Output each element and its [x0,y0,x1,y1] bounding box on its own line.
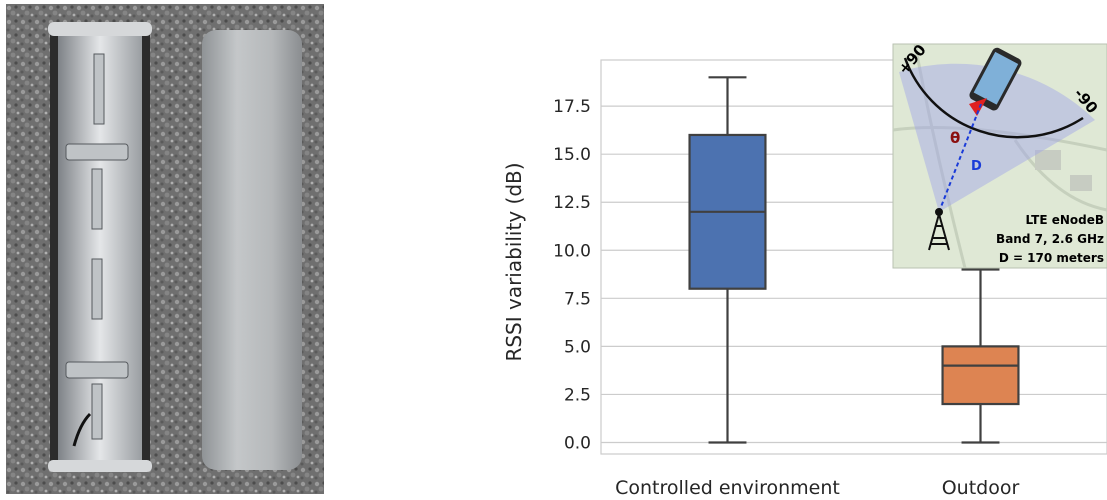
inset-caption-line1: LTE eNodeB [1025,213,1104,227]
y-tick-label: 12.5 [553,193,591,213]
y-tick-label: 10.0 [553,241,591,261]
antenna-element [65,361,129,379]
theta-label: θ [950,129,960,147]
inset-caption-line3: D = 170 meters [999,251,1104,265]
y-tick-label: 17.5 [553,97,591,117]
distance-label: D [971,159,982,174]
y-tick-label: 15.0 [553,145,591,165]
rssi-boxplot: 0.0 2.5 5.0 7.5 10.0 12.5 15.0 17.5 Controlled … [502,41,1107,499]
antenna-photo [6,4,324,494]
antenna-element [65,143,129,161]
plot-frame [600,59,1107,455]
x-category-labels: Controlled environment Outdoor [615,477,1019,499]
antenna-radome [202,30,302,470]
box-series [688,76,1020,444]
iqr-box [941,345,1020,406]
y-tick-label: 2.5 [564,385,591,405]
box-1 [941,268,1020,444]
y-axis-label: RSSI variability (dB) [502,162,526,361]
tower-icon [928,208,950,251]
x-category-label: Outdoor [942,477,1020,499]
box-0 [688,76,767,444]
y-tick-label: 0.0 [564,433,591,453]
inset-caption-line2: Band 7, 2.6 GHz [996,232,1104,246]
y-tick-labels: 0.0 2.5 5.0 7.5 10.0 12.5 15.0 17.5 [553,97,591,453]
y-tick-label: 5.0 [564,337,591,357]
x-category-label: Controlled environment [615,477,840,499]
y-tick-label: 7.5 [564,289,591,309]
measurement-inset: +90 -90 θ D LTE eNodeB Band 7, 2.6 GHz D… [892,41,1107,269]
